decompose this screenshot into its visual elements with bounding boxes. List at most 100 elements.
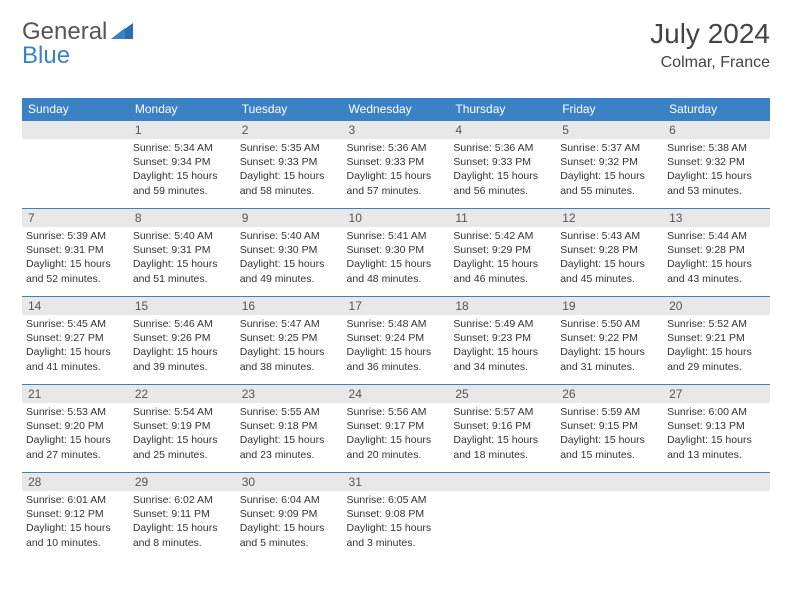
day-number: 9 <box>236 209 343 227</box>
day-cell: 20Sunrise: 5:52 AMSunset: 9:21 PMDayligh… <box>663 297 770 385</box>
day-cell: 2Sunrise: 5:35 AMSunset: 9:33 PMDaylight… <box>236 121 343 209</box>
sunrise: Sunrise: 5:36 AM <box>453 141 552 155</box>
day-number: 10 <box>343 209 450 227</box>
day-number: 24 <box>343 385 450 403</box>
day-number: 27 <box>663 385 770 403</box>
day-number: 18 <box>449 297 556 315</box>
day-number: 17 <box>343 297 450 315</box>
sunset: Sunset: 9:23 PM <box>453 331 552 345</box>
sunset: Sunset: 9:33 PM <box>347 155 446 169</box>
day-data: Sunrise: 5:55 AMSunset: 9:18 PMDaylight:… <box>236 403 343 466</box>
day-data: Sunrise: 5:37 AMSunset: 9:32 PMDaylight:… <box>556 139 663 202</box>
day-data: Sunrise: 5:36 AMSunset: 9:33 PMDaylight:… <box>449 139 556 202</box>
sunrise: Sunrise: 5:40 AM <box>240 229 339 243</box>
day-cell: 30Sunrise: 6:04 AMSunset: 9:09 PMDayligh… <box>236 473 343 561</box>
daylight: Daylight: 15 hours and 53 minutes. <box>667 169 766 197</box>
daylight: Daylight: 15 hours and 25 minutes. <box>133 433 232 461</box>
sunrise: Sunrise: 5:49 AM <box>453 317 552 331</box>
day-cell: 28Sunrise: 6:01 AMSunset: 9:12 PMDayligh… <box>22 473 129 561</box>
dow-tuesday: Tuesday <box>236 98 343 121</box>
sunrise: Sunrise: 5:50 AM <box>560 317 659 331</box>
daylight: Daylight: 15 hours and 46 minutes. <box>453 257 552 285</box>
day-number-empty <box>663 473 770 491</box>
day-data: Sunrise: 5:53 AMSunset: 9:20 PMDaylight:… <box>22 403 129 466</box>
day-cell: 9Sunrise: 5:40 AMSunset: 9:30 PMDaylight… <box>236 209 343 297</box>
daylight: Daylight: 15 hours and 13 minutes. <box>667 433 766 461</box>
logo-text-blue: Blue <box>22 42 70 69</box>
daylight: Daylight: 15 hours and 57 minutes. <box>347 169 446 197</box>
day-cell <box>663 473 770 561</box>
day-cell: 16Sunrise: 5:47 AMSunset: 9:25 PMDayligh… <box>236 297 343 385</box>
day-cell: 10Sunrise: 5:41 AMSunset: 9:30 PMDayligh… <box>343 209 450 297</box>
sunset: Sunset: 9:21 PM <box>667 331 766 345</box>
sunrise: Sunrise: 5:54 AM <box>133 405 232 419</box>
day-cell: 31Sunrise: 6:05 AMSunset: 9:08 PMDayligh… <box>343 473 450 561</box>
sunset: Sunset: 9:24 PM <box>347 331 446 345</box>
daylight: Daylight: 15 hours and 38 minutes. <box>240 345 339 373</box>
location: Colmar, France <box>650 54 770 72</box>
sunrise: Sunrise: 6:01 AM <box>26 493 125 507</box>
daylight: Daylight: 15 hours and 8 minutes. <box>133 521 232 549</box>
day-data: Sunrise: 5:41 AMSunset: 9:30 PMDaylight:… <box>343 227 450 290</box>
day-cell <box>449 473 556 561</box>
sunset: Sunset: 9:08 PM <box>347 507 446 521</box>
week-row: 14Sunrise: 5:45 AMSunset: 9:27 PMDayligh… <box>22 297 770 385</box>
day-cell: 1Sunrise: 5:34 AMSunset: 9:34 PMDaylight… <box>129 121 236 209</box>
daylight: Daylight: 15 hours and 5 minutes. <box>240 521 339 549</box>
daylight: Daylight: 15 hours and 15 minutes. <box>560 433 659 461</box>
daylight: Daylight: 15 hours and 49 minutes. <box>240 257 339 285</box>
day-number: 8 <box>129 209 236 227</box>
sunset: Sunset: 9:32 PM <box>560 155 659 169</box>
day-cell: 5Sunrise: 5:37 AMSunset: 9:32 PMDaylight… <box>556 121 663 209</box>
daylight: Daylight: 15 hours and 43 minutes. <box>667 257 766 285</box>
day-cell: 15Sunrise: 5:46 AMSunset: 9:26 PMDayligh… <box>129 297 236 385</box>
day-number-empty <box>556 473 663 491</box>
sunrise: Sunrise: 5:40 AM <box>133 229 232 243</box>
day-data: Sunrise: 6:01 AMSunset: 9:12 PMDaylight:… <box>22 491 129 554</box>
logo-triangle-icon <box>111 21 133 44</box>
sunset: Sunset: 9:33 PM <box>453 155 552 169</box>
daylight: Daylight: 15 hours and 3 minutes. <box>347 521 446 549</box>
sunset: Sunset: 9:29 PM <box>453 243 552 257</box>
daylight: Daylight: 15 hours and 55 minutes. <box>560 169 659 197</box>
sunset: Sunset: 9:27 PM <box>26 331 125 345</box>
sunset: Sunset: 9:09 PM <box>240 507 339 521</box>
day-cell <box>22 121 129 209</box>
day-data: Sunrise: 5:46 AMSunset: 9:26 PMDaylight:… <box>129 315 236 378</box>
dow-thursday: Thursday <box>449 98 556 121</box>
daylight: Daylight: 15 hours and 48 minutes. <box>347 257 446 285</box>
day-number: 11 <box>449 209 556 227</box>
day-cell: 22Sunrise: 5:54 AMSunset: 9:19 PMDayligh… <box>129 385 236 473</box>
sunset: Sunset: 9:34 PM <box>133 155 232 169</box>
daylight: Daylight: 15 hours and 31 minutes. <box>560 345 659 373</box>
sunrise: Sunrise: 5:56 AM <box>347 405 446 419</box>
sunset: Sunset: 9:13 PM <box>667 419 766 433</box>
dow-row: Sunday Monday Tuesday Wednesday Thursday… <box>22 98 770 121</box>
day-number: 6 <box>663 121 770 139</box>
day-number: 28 <box>22 473 129 491</box>
day-cell: 14Sunrise: 5:45 AMSunset: 9:27 PMDayligh… <box>22 297 129 385</box>
day-number: 30 <box>236 473 343 491</box>
day-number: 16 <box>236 297 343 315</box>
daylight: Daylight: 15 hours and 39 minutes. <box>133 345 232 373</box>
sunset: Sunset: 9:22 PM <box>560 331 659 345</box>
sunrise: Sunrise: 5:53 AM <box>26 405 125 419</box>
day-number: 5 <box>556 121 663 139</box>
sunset: Sunset: 9:11 PM <box>133 507 232 521</box>
month-title: July 2024 <box>650 18 770 50</box>
week-row: 28Sunrise: 6:01 AMSunset: 9:12 PMDayligh… <box>22 473 770 561</box>
day-data: Sunrise: 5:52 AMSunset: 9:21 PMDaylight:… <box>663 315 770 378</box>
day-data: Sunrise: 6:02 AMSunset: 9:11 PMDaylight:… <box>129 491 236 554</box>
sunset: Sunset: 9:28 PM <box>560 243 659 257</box>
daylight: Daylight: 15 hours and 51 minutes. <box>133 257 232 285</box>
daylight: Daylight: 15 hours and 23 minutes. <box>240 433 339 461</box>
day-cell: 25Sunrise: 5:57 AMSunset: 9:16 PMDayligh… <box>449 385 556 473</box>
day-data: Sunrise: 6:00 AMSunset: 9:13 PMDaylight:… <box>663 403 770 466</box>
day-number: 3 <box>343 121 450 139</box>
week-row: 21Sunrise: 5:53 AMSunset: 9:20 PMDayligh… <box>22 385 770 473</box>
daylight: Daylight: 15 hours and 29 minutes. <box>667 345 766 373</box>
day-cell: 6Sunrise: 5:38 AMSunset: 9:32 PMDaylight… <box>663 121 770 209</box>
day-data: Sunrise: 5:49 AMSunset: 9:23 PMDaylight:… <box>449 315 556 378</box>
day-data: Sunrise: 5:59 AMSunset: 9:15 PMDaylight:… <box>556 403 663 466</box>
day-data: Sunrise: 5:56 AMSunset: 9:17 PMDaylight:… <box>343 403 450 466</box>
